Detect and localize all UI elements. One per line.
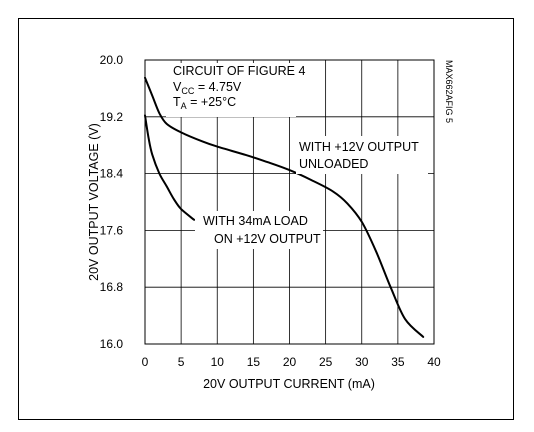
plot-area [144,59,435,345]
y-tick-label: 16.8 [100,280,124,294]
conditions-annotation: CIRCUIT OF FIGURE 4 VCC = 4.75V TA = +25… [166,63,305,117]
series-label-loaded-line-2: ON +12V OUTPUT [214,232,321,246]
series-line-unloaded [144,76,425,338]
series-label-loaded-line-1: WITH 34mA LOAD [203,214,308,228]
x-tick-label: 15 [247,355,261,369]
y-tick-label: 17.6 [100,223,124,237]
series-label-unloaded-line-1: WITH +12V OUTPUT [299,140,419,154]
x-tick-label: 35 [391,355,405,369]
tick-labels: 0 5 10 15 20 25 30 35 40 16.0 16.8 17.6 18.4 19.2 20.0 [100,53,441,369]
x-tick-label: 25 [319,355,333,369]
x-axis-title: 20V OUTPUT CURRENT (mA) [203,377,375,391]
condition-vcc: VCC = 4.75V [173,80,242,96]
x-tick-label: 40 [427,355,441,369]
y-tick-label: 18.4 [100,167,124,181]
condition-ta: TA = +25°C [173,95,236,111]
x-tick-label: 10 [211,355,225,369]
x-tick-label: 30 [355,355,369,369]
series-layer [144,76,425,338]
x-tick-label: 20 [283,355,297,369]
series-label-unloaded: WITH +12V OUTPUT UNLOADED [296,136,428,174]
figure-code: MAX662AFIG 5 [444,60,454,123]
x-tick-label: 5 [178,355,185,369]
y-axis-title: 20V OUTPUT VOLTAGE (V) [87,123,101,281]
condition-line-1: CIRCUIT OF FIGURE 4 [173,64,305,78]
series-label-unloaded-line-2: UNLOADED [299,157,368,171]
y-tick-label: 20.0 [100,53,124,67]
series-line-loaded [144,114,196,221]
y-tick-label: 19.2 [100,110,124,124]
y-tick-label: 16.0 [100,337,124,351]
x-tick-label: 0 [142,355,149,369]
series-label-loaded: WITH 34mA LOAD ON +12V OUTPUT [195,211,323,249]
